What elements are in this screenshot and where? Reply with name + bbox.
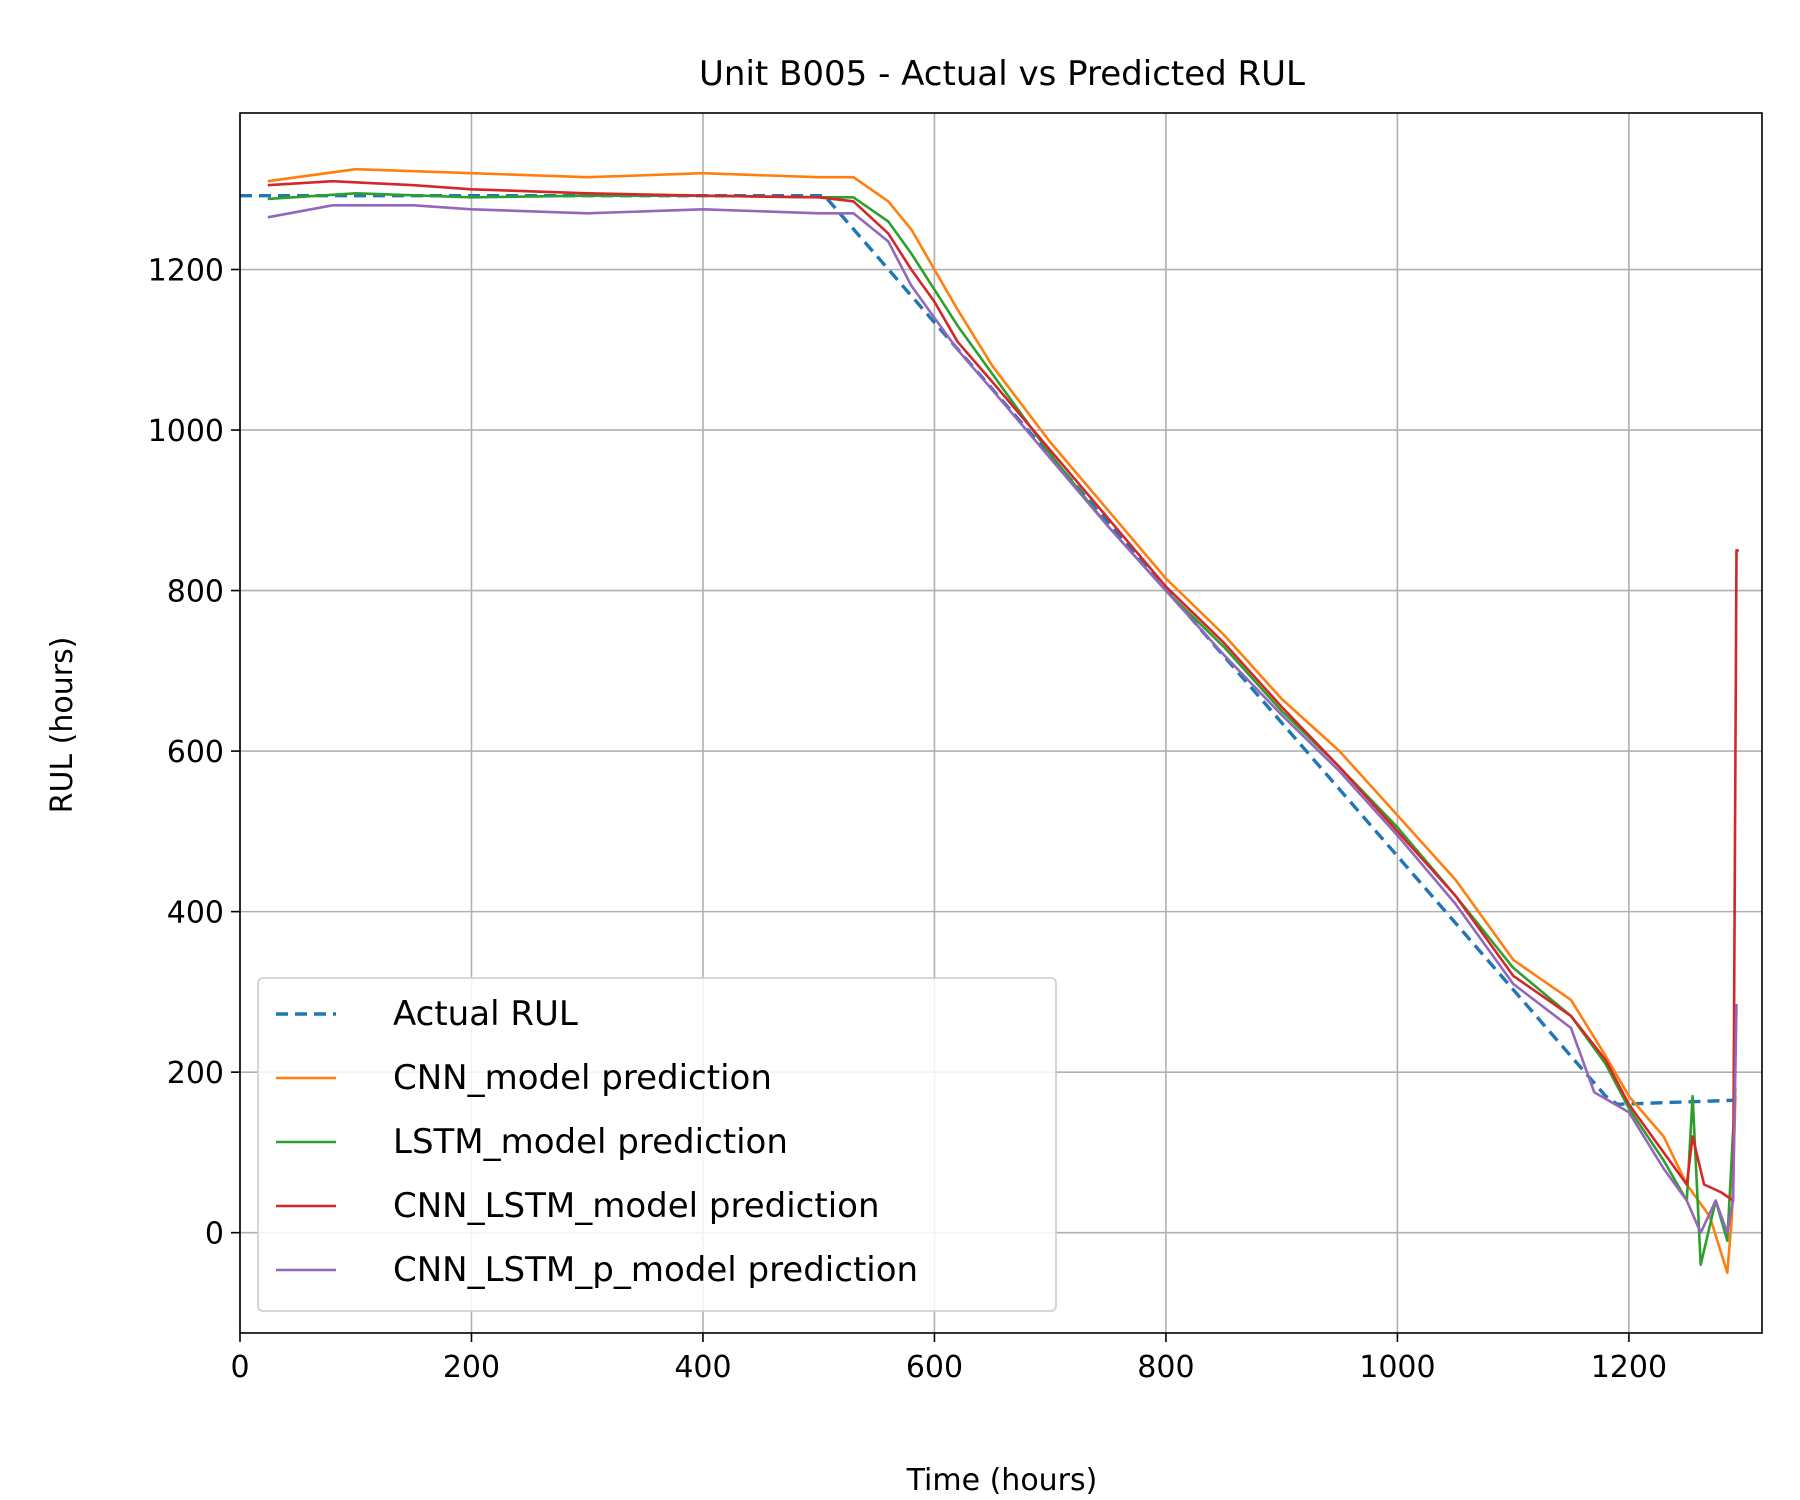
- series-lines: [240, 167, 1739, 1275]
- series-line-1: [267, 167, 1737, 1275]
- x-tick-label: 1000: [1359, 1350, 1435, 1385]
- legend-label: CNN_LSTM_model prediction: [393, 1186, 880, 1226]
- y-tick-label: 400: [167, 896, 224, 931]
- y-tick-label: 800: [167, 575, 224, 610]
- y-axis-label: RUL (hours): [45, 637, 80, 814]
- legend-label: Actual RUL: [393, 994, 578, 1034]
- legend-box: [257, 977, 1057, 1312]
- y-tick-label: 200: [167, 1056, 224, 1091]
- x-tick-label: 600: [906, 1350, 963, 1385]
- x-axis-label: Time (hours): [906, 1463, 1098, 1498]
- series-line-4: [267, 204, 1738, 1234]
- legend-label: CNN_LSTM_p_model prediction: [393, 1250, 918, 1290]
- chart-title: Unit B005 - Actual vs Predicted RUL: [699, 54, 1305, 94]
- axis-ticks: 0 200 400 600 800 1000 1200 0 200 400 600 800 1000 12…: [148, 254, 1667, 1385]
- x-tick-label: 800: [1137, 1350, 1194, 1385]
- y-tick-label: 0: [205, 1217, 224, 1252]
- y-tick-label: 1000: [148, 414, 224, 449]
- x-tick-label: 200: [443, 1350, 500, 1385]
- y-tick-label: 1200: [148, 254, 224, 289]
- plot-area-frame: [239, 112, 1763, 1334]
- legend: Actual RUL CNN_model prediction LSTM_model…: [257, 977, 1057, 1312]
- x-tick-label: 0: [230, 1350, 249, 1385]
- x-tick-label: 400: [674, 1350, 731, 1385]
- series-line-3: [267, 179, 1739, 1202]
- legend-label: CNN_model prediction: [393, 1058, 772, 1098]
- y-tick-label: 600: [167, 735, 224, 770]
- x-tick-label: 1200: [1591, 1350, 1667, 1385]
- legend-label: LSTM_model prediction: [393, 1122, 788, 1162]
